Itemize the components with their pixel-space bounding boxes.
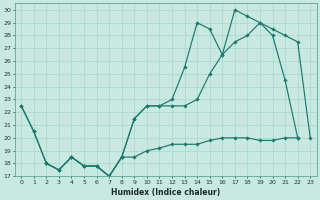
X-axis label: Humidex (Indice chaleur): Humidex (Indice chaleur) bbox=[111, 188, 220, 197]
